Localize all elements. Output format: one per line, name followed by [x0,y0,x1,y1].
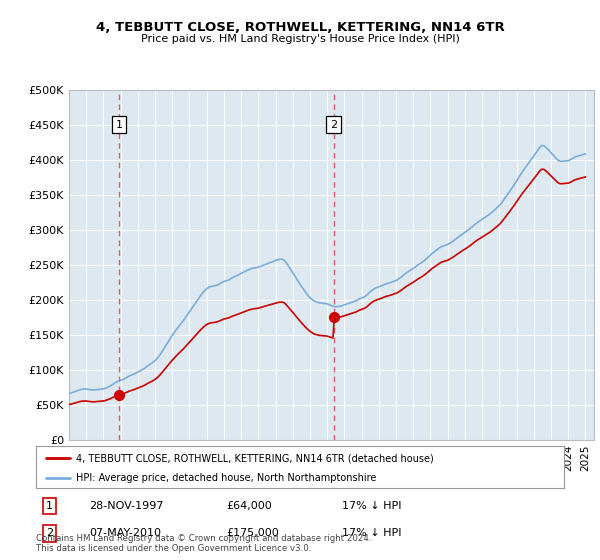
Text: £64,000: £64,000 [226,501,272,511]
Text: Price paid vs. HM Land Registry's House Price Index (HPI): Price paid vs. HM Land Registry's House … [140,34,460,44]
Text: 4, TEBBUTT CLOSE, ROTHWELL, KETTERING, NN14 6TR: 4, TEBBUTT CLOSE, ROTHWELL, KETTERING, N… [95,21,505,34]
Text: 2: 2 [330,120,337,129]
Text: 17% ↓ HPI: 17% ↓ HPI [342,501,402,511]
Text: 1: 1 [46,501,53,511]
Text: 28-NOV-1997: 28-NOV-1997 [89,501,163,511]
Text: £175,000: £175,000 [226,529,279,539]
Text: 2: 2 [46,529,53,539]
Text: 1: 1 [115,120,122,129]
Text: HPI: Average price, detached house, North Northamptonshire: HPI: Average price, detached house, Nort… [76,473,376,483]
Text: 4, TEBBUTT CLOSE, ROTHWELL, KETTERING, NN14 6TR (detached house): 4, TEBBUTT CLOSE, ROTHWELL, KETTERING, N… [76,453,433,463]
Text: 07-MAY-2010: 07-MAY-2010 [89,529,161,539]
Text: Contains HM Land Registry data © Crown copyright and database right 2024.
This d: Contains HM Land Registry data © Crown c… [36,534,371,553]
Text: 17% ↓ HPI: 17% ↓ HPI [342,529,402,539]
